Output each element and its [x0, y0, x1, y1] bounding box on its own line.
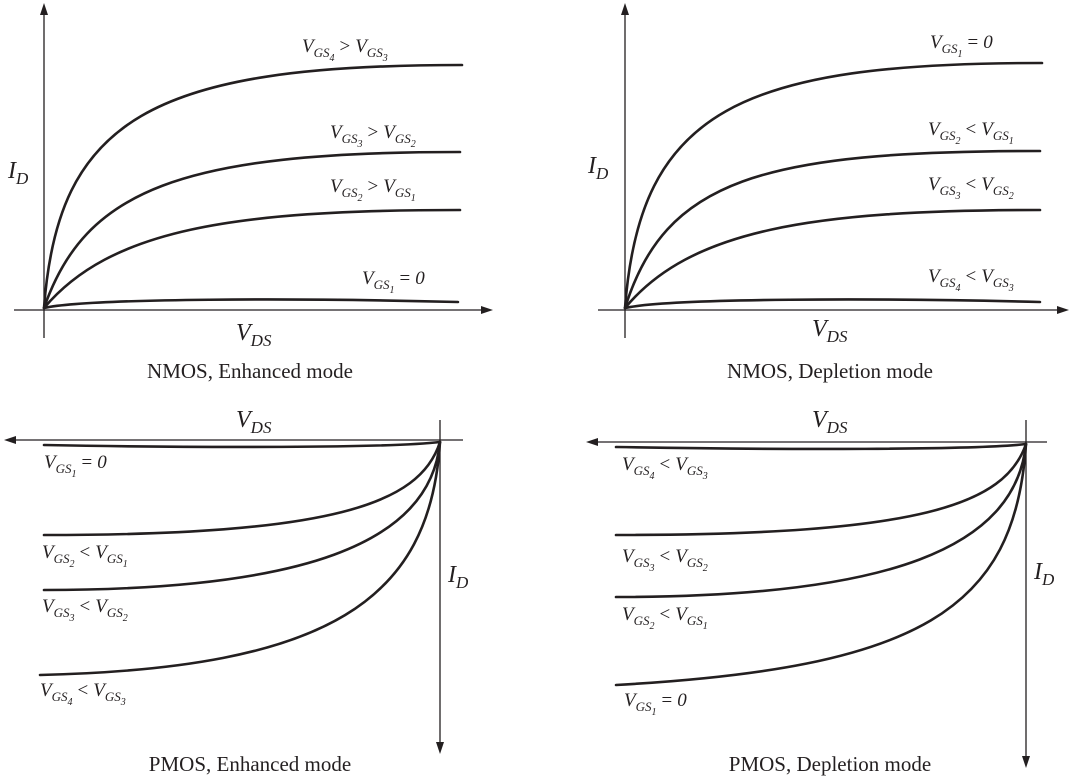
curve-label-vgs1: VGS1= 0 — [44, 452, 107, 480]
curve-vgs2 — [42, 208, 462, 310]
panel-caption: NMOS, Depletion mode — [727, 359, 933, 383]
curve-vgs3 — [623, 208, 1042, 310]
curve-label-vgs2: VGS2< VGS1 — [928, 119, 1014, 147]
curve-vgs2 — [42, 440, 442, 537]
curve-vgs4 — [38, 440, 442, 677]
panel-pmos-depletion: VDS ID VGS4< VGS3 VGS3< VGS2 VGS2< VGS1 VGS… — [586, 407, 1055, 776]
panel-nmos-depletion: ID VDS VGS1= 0 VGS2< VGS1 VGS3< VGS2 VGS4< V… — [587, 3, 1069, 383]
y-axis-title: ID — [1033, 559, 1055, 589]
curve-vgs4 — [42, 63, 464, 310]
y-axis-title: ID — [587, 153, 609, 183]
curve-vgs3 — [614, 442, 1028, 537]
curve-label-vgs4: VGS4< VGS3 — [928, 266, 1014, 294]
x-axis-title: VDS — [236, 320, 272, 350]
x-axis-arrow — [481, 306, 493, 314]
panel-pmos-enhanced: VDS ID VGS1= 0 VGS2< VGS1 VGS3< VGS2 VGS4< V… — [4, 407, 469, 776]
curve-vgs1 — [614, 442, 1028, 687]
curve-label-vgs4: VGS4< VGS3 — [40, 680, 126, 708]
curve-label-vgs1: VGS1= 0 — [362, 268, 425, 296]
curve-vgs1 — [623, 61, 1044, 310]
y-axis-title: ID — [7, 158, 29, 188]
x-axis-arrow — [586, 438, 598, 446]
panel-caption: PMOS, Depletion mode — [729, 752, 931, 776]
y-axis-arrow — [40, 3, 48, 15]
y-axis-arrow — [621, 3, 629, 15]
x-axis-title: VDS — [236, 407, 272, 437]
curve-label-vgs2: VGS2< VGS1 — [622, 604, 708, 632]
curve-label-vgs1: VGS1= 0 — [930, 32, 993, 60]
y-axis-arrow — [436, 742, 444, 754]
x-axis-title: VDS — [812, 316, 848, 346]
curve-vgs1 — [42, 298, 460, 310]
curve-label-vgs4: VGS4> VGS3 — [302, 36, 388, 64]
curve-label-vgs4: VGS4< VGS3 — [622, 454, 708, 482]
curve-label-vgs2: VGS2> VGS1 — [330, 176, 416, 204]
curve-label-vgs3: VGS3> VGS2 — [330, 122, 416, 150]
curve-label-vgs3: VGS3< VGS2 — [42, 596, 128, 624]
curve-vgs1 — [42, 440, 442, 449]
curve-label-vgs2: VGS2< VGS1 — [42, 542, 128, 570]
x-axis-arrow — [4, 436, 16, 444]
panel-nmos-enhanced: ID VDS VGS4> VGS3 VGS3> VGS2 VGS2> VGS1 VGS… — [7, 3, 493, 383]
curve-vgs3 — [42, 440, 442, 592]
y-axis-arrow — [1022, 756, 1030, 768]
x-axis-title: VDS — [812, 407, 848, 437]
curve-label-vgs3: VGS3< VGS2 — [928, 174, 1014, 202]
panel-caption: NMOS, Enhanced mode — [147, 359, 353, 383]
curve-label-vgs3: VGS3< VGS2 — [622, 546, 708, 574]
curve-vgs4 — [614, 442, 1028, 451]
y-axis-title: ID — [447, 562, 469, 592]
curve-vgs3 — [42, 150, 462, 310]
panel-caption: PMOS, Enhanced mode — [149, 752, 351, 776]
curve-vgs4 — [623, 298, 1042, 310]
curve-label-vgs1: VGS1= 0 — [624, 690, 687, 718]
x-axis-arrow — [1057, 306, 1069, 314]
curve-vgs2 — [614, 442, 1028, 599]
curve-vgs2 — [623, 149, 1042, 310]
